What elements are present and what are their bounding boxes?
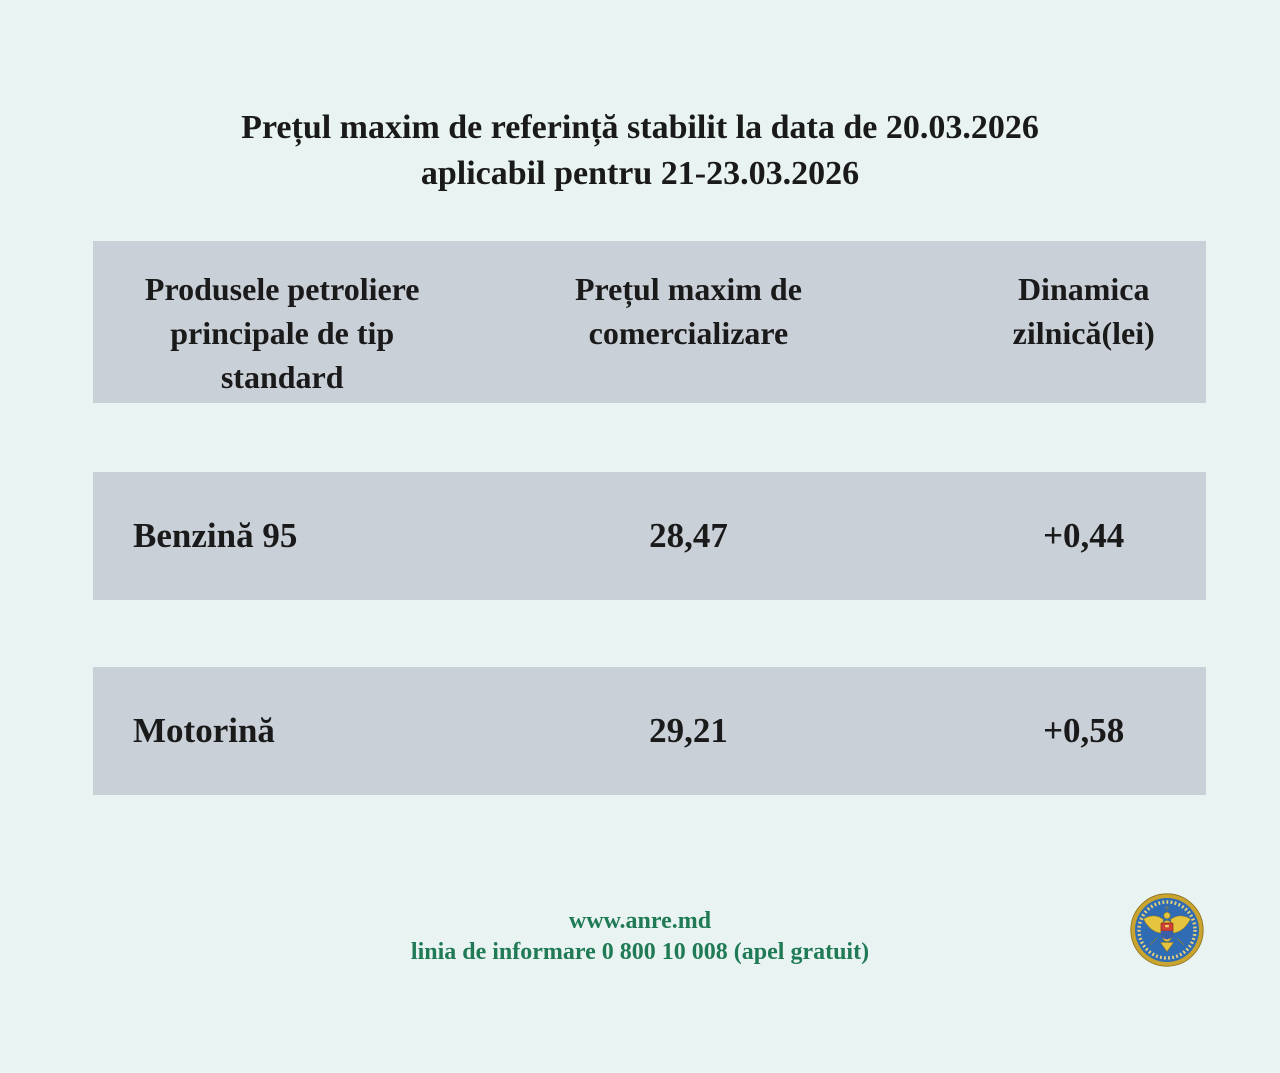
title-line-2: aplicabil pentru 21-23.03.2026 — [420, 155, 860, 192]
moldova-state-seal-icon — [1130, 893, 1204, 967]
table-row-motorina: Motorină 29,21 +0,58 — [93, 667, 1206, 795]
header-daily-dynamic-label: Dinamica zilnică(lei) — [1012, 271, 1155, 351]
daily-dynamic-value: +0,58 — [1043, 711, 1125, 750]
max-price-value: 28,47 — [649, 516, 728, 555]
max-price-value: 29,21 — [649, 711, 728, 750]
header-daily-dynamic-column: Dinamica zilnică(lei) — [905, 241, 1206, 403]
product-name: Benzină 95 — [133, 516, 298, 555]
header-max-price-label: Prețul maxim de comercializare — [574, 271, 802, 351]
footer: www.anre.md linia de informare 0 800 10 … — [0, 906, 1280, 968]
website-text: www.anre.md — [568, 908, 712, 934]
table-header-row: Produsele petroliere principale de tip s… — [93, 241, 1206, 403]
table-row-benzina-95: Benzină 95 28,47 +0,44 — [93, 472, 1206, 600]
page-title: Prețul maxim de referință stabilit la da… — [0, 105, 1280, 197]
title-line-1: Prețul maxim de referință stabilit la da… — [241, 109, 1039, 146]
header-max-price-column: Prețul maxim de comercializare — [471, 241, 905, 403]
header-products-label: Produsele petroliere principale de tip s… — [144, 271, 420, 395]
header-products-column: Produsele petroliere principale de tip s… — [93, 241, 471, 403]
product-name: Motorină — [133, 711, 275, 750]
info-line-text: linia de informare 0 800 10 008 (apel gr… — [410, 939, 870, 965]
daily-dynamic-value: +0,44 — [1043, 516, 1125, 555]
